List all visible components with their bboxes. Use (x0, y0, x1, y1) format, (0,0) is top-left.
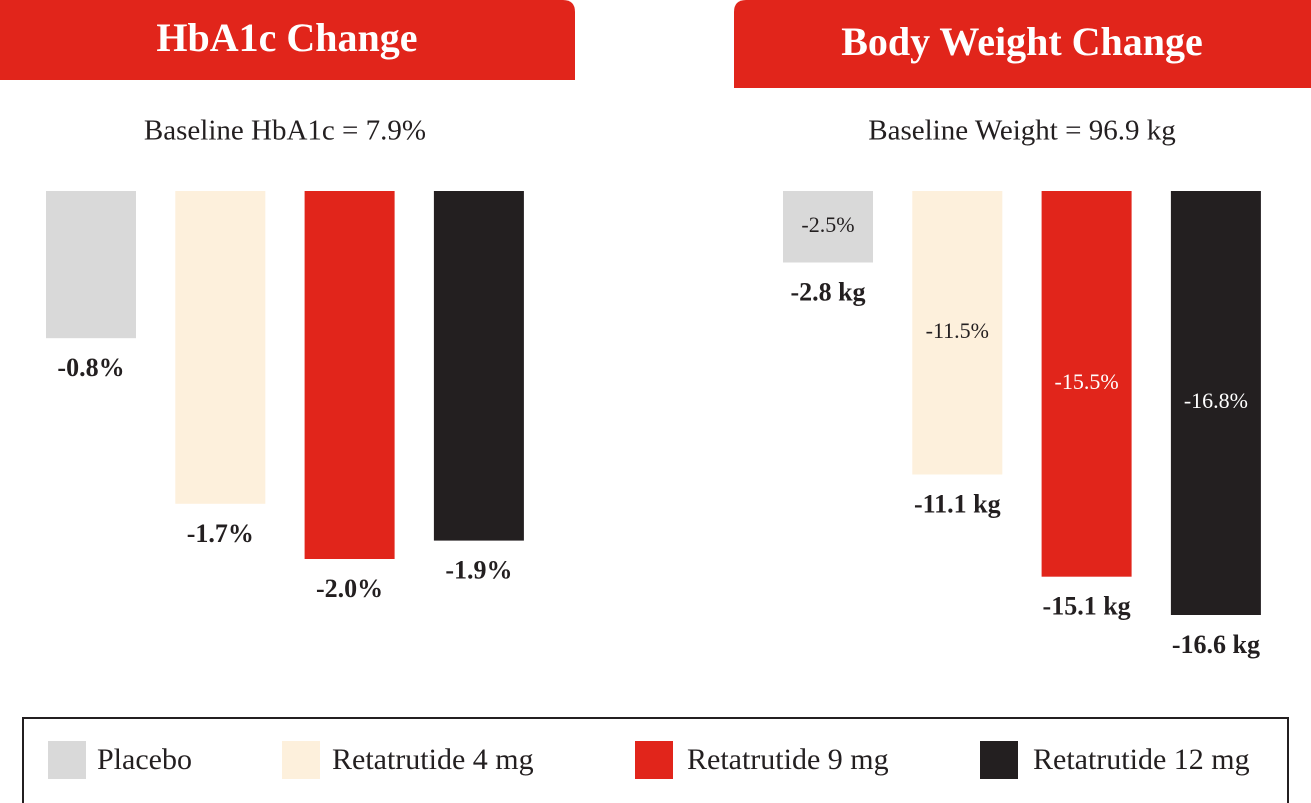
inner-label: -2.5% (801, 212, 854, 237)
chart-subtitle: Baseline Weight = 96.9 kg (868, 115, 1175, 147)
value-label: -2.0% (316, 574, 383, 603)
title-banner (0, 0, 575, 80)
legend-box (22, 717, 1289, 803)
legend-label: Retatrutide 4 mg (332, 743, 534, 776)
title-banner (734, 0, 1311, 88)
bar (1041, 191, 1132, 577)
bar (783, 191, 873, 263)
bar (46, 191, 136, 339)
legend-label: Retatrutide 12 mg (1033, 743, 1250, 776)
bar (433, 191, 524, 541)
legend-label: Placebo (97, 743, 192, 776)
bar (175, 191, 266, 504)
bar (912, 191, 1003, 475)
legend-swatch (980, 741, 1018, 779)
bar (1170, 191, 1261, 615)
value-label: -11.1 kg (914, 489, 1001, 518)
inner-label: -11.5% (926, 318, 989, 343)
value-label: -2.8 kg (790, 277, 865, 306)
inner-label: -15.5% (1055, 369, 1119, 394)
value-label: -16.6 kg (1172, 630, 1260, 659)
value-label: -0.8% (57, 353, 124, 382)
chart-title: Body Weight Change (841, 19, 1203, 64)
legend-swatch (48, 741, 86, 779)
chart-title: HbA1c Change (156, 15, 417, 60)
bar (304, 191, 395, 559)
legend-swatch (635, 741, 673, 779)
value-label: -15.1 kg (1043, 592, 1131, 621)
value-label: -1.9% (445, 556, 512, 585)
legend-label: Retatrutide 9 mg (687, 743, 889, 776)
inner-label: -16.8% (1184, 388, 1248, 413)
legend-swatch (282, 741, 320, 779)
chart-subtitle: Baseline HbA1c = 7.9% (144, 115, 426, 147)
value-label: -1.7% (187, 519, 254, 548)
